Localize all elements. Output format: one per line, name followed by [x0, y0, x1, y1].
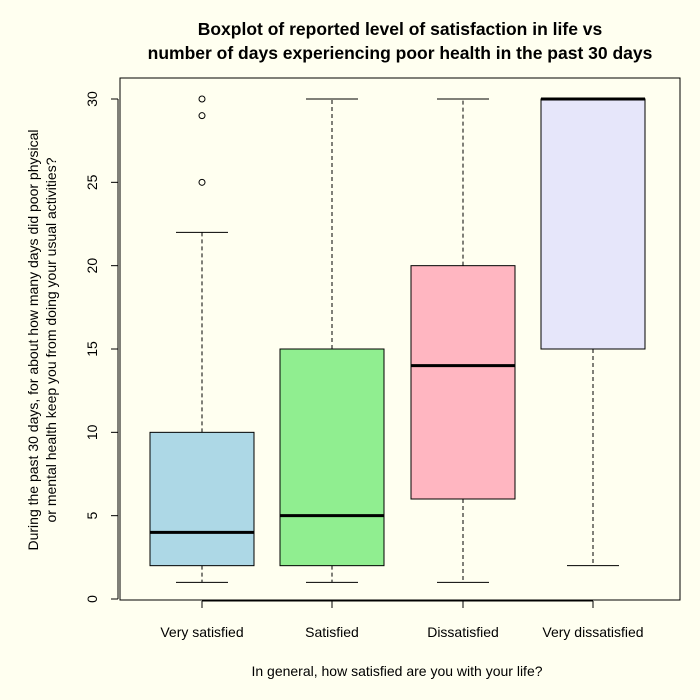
x-tick-label: Very satisfied: [160, 624, 243, 640]
y-tick-label: 10: [84, 424, 100, 440]
y-tick-label-group: 15: [84, 341, 100, 357]
y-tick-label: 5: [84, 512, 100, 520]
y-axis-label-line-2: or mental health keep you from doing you…: [43, 157, 59, 522]
x-tick-label: Very dissatisfied: [542, 624, 643, 640]
x-tick-label: Satisfied: [305, 624, 359, 640]
box-very-dissatisfied: [540, 97, 646, 567]
x-tick-label: Dissatisfied: [427, 624, 499, 640]
y-tick-label: 20: [84, 258, 100, 274]
y-tick-label: 30: [84, 91, 100, 107]
box-iqr: [540, 98, 646, 350]
box-iqr: [149, 431, 255, 567]
outlier-point: [198, 112, 206, 120]
outlier-point: [198, 178, 206, 186]
y-tick-label-group: 30: [84, 91, 100, 107]
box-very-satisfied: [149, 95, 255, 583]
chart-title-line-1: Boxplot of reported level of satisfactio…: [198, 19, 603, 39]
y-tick-label-group: 10: [84, 424, 100, 440]
box-satisfied: [279, 98, 385, 583]
y-tick-label: 0: [84, 595, 100, 603]
box-iqr: [279, 348, 385, 567]
y-tick-label: 25: [84, 174, 100, 190]
y-tick-label: 15: [84, 341, 100, 357]
y-tick-label-group: 0: [84, 595, 100, 603]
box-dissatisfied: [410, 98, 516, 583]
chart-title-line-2: number of days experiencing poor health …: [148, 43, 653, 63]
box-iqr: [410, 265, 516, 500]
x-axis: Very satisfied Satisfied Dissatisfied Very …: [160, 600, 644, 640]
boxes-group: [149, 95, 646, 583]
x-axis-label: In general, how satisfied are you with y…: [251, 663, 542, 679]
outlier-point: [198, 95, 206, 103]
y-tick-label-group: 20: [84, 258, 100, 274]
y-tick-label-group: 25: [84, 174, 100, 190]
y-tick-label-group: 5: [84, 512, 100, 520]
plot-frame: [119, 77, 681, 601]
y-axis-label-line-1: During the past 30 days, for about how m…: [25, 129, 41, 550]
y-axis: 0 5 10 15 20 25 30: [84, 91, 119, 603]
